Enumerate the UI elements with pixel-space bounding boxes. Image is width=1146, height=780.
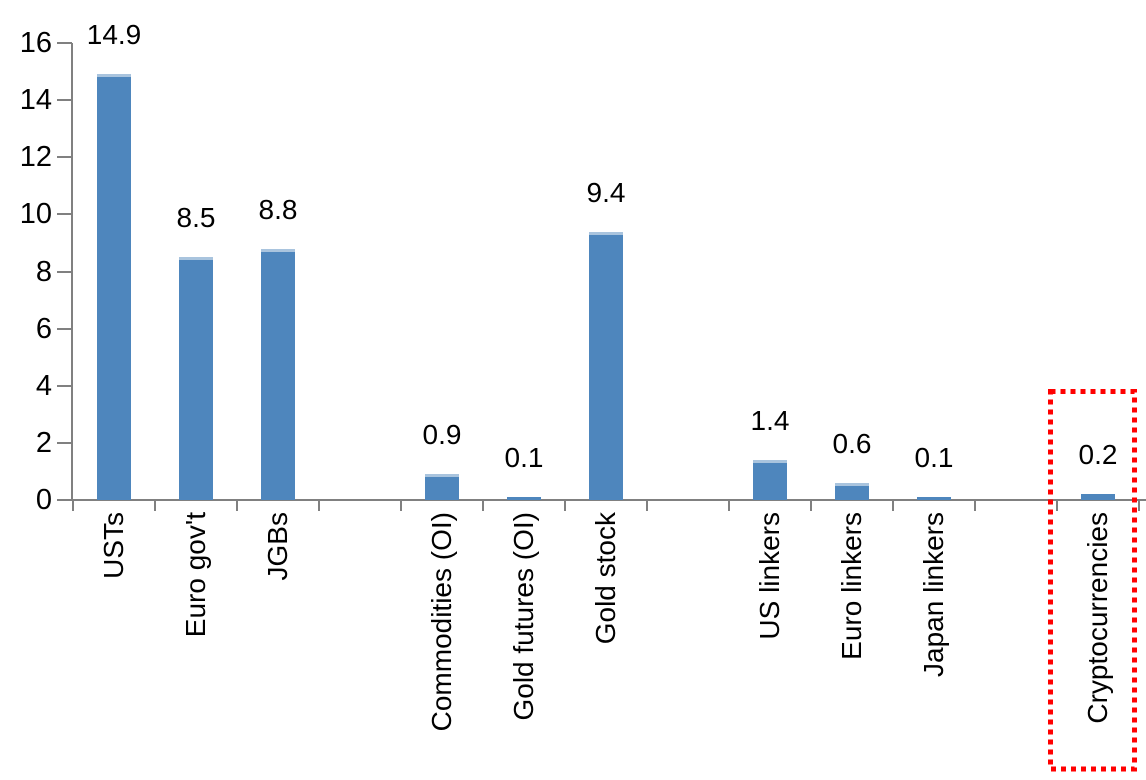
y-tick-label: 6 bbox=[35, 312, 52, 345]
x-axis-line bbox=[71, 499, 1146, 501]
y-tick-label: 8 bbox=[35, 255, 52, 288]
bar-us-linkers bbox=[753, 460, 787, 500]
x-tick bbox=[236, 501, 238, 511]
x-tick bbox=[646, 501, 648, 511]
bar-value-label: 9.4 bbox=[586, 177, 626, 208]
bar-euro-linkers bbox=[835, 483, 869, 500]
y-tick bbox=[57, 42, 72, 44]
bar-euro-gov-t bbox=[179, 257, 213, 500]
category-label-gold-futures-oi: Gold futures (OI) bbox=[508, 512, 539, 721]
bar-value-label: 0.6 bbox=[832, 428, 872, 459]
x-tick bbox=[810, 501, 812, 511]
x-tick bbox=[318, 501, 320, 511]
category-label-usts: USTs bbox=[98, 512, 129, 579]
bar-japan-linkers bbox=[917, 497, 951, 500]
category-label-euro-linkers: Euro linkers bbox=[836, 512, 867, 660]
bar-value-label: 1.4 bbox=[750, 405, 790, 436]
y-tick bbox=[57, 156, 72, 159]
bar-value-label: 0.1 bbox=[504, 442, 544, 473]
bar-cryptocurrencies bbox=[1081, 494, 1115, 500]
category-label-japan-linkers: Japan linkers bbox=[918, 512, 949, 677]
x-tick bbox=[154, 501, 156, 511]
y-tick-label: 4 bbox=[35, 369, 52, 402]
bar-usts bbox=[97, 74, 131, 500]
bar-jgbs bbox=[261, 249, 295, 500]
x-tick bbox=[482, 501, 484, 511]
y-axis-line bbox=[71, 43, 73, 500]
x-tick bbox=[728, 501, 730, 511]
bar-commodities-oi bbox=[425, 474, 459, 500]
x-tick bbox=[974, 501, 976, 511]
y-tick bbox=[57, 499, 72, 501]
x-tick bbox=[72, 501, 74, 511]
bar-gold-stock bbox=[589, 232, 623, 500]
y-tick-label: 14 bbox=[19, 84, 52, 117]
bar-value-label: 0.9 bbox=[422, 419, 462, 450]
y-tick bbox=[57, 213, 72, 216]
category-label-gold-stock: Gold stock bbox=[590, 512, 621, 645]
x-tick bbox=[564, 501, 566, 511]
y-tick-label: 16 bbox=[19, 27, 52, 59]
x-tick bbox=[892, 501, 894, 511]
y-tick-label: 2 bbox=[35, 426, 52, 459]
x-tick bbox=[400, 501, 402, 511]
category-label-cryptocurrencies: Cryptocurrencies bbox=[1082, 512, 1113, 724]
x-tick bbox=[1056, 501, 1058, 511]
bar-value-label: 8.5 bbox=[176, 202, 216, 233]
y-tick bbox=[57, 99, 72, 102]
y-tick bbox=[57, 327, 72, 330]
category-label-jgbs: JGBs bbox=[262, 512, 293, 581]
bar-value-label: 14.9 bbox=[86, 19, 142, 50]
category-label-euro-gov-t: Euro gov't bbox=[180, 512, 211, 638]
bar-value-label: 0.2 bbox=[1078, 439, 1118, 470]
bar-gold-futures-oi bbox=[507, 497, 541, 500]
bar-value-label: 0.1 bbox=[914, 442, 954, 473]
category-label-commodities-oi: Commodities (OI) bbox=[426, 512, 457, 732]
y-tick bbox=[57, 270, 72, 273]
y-tick-label: 0 bbox=[35, 484, 52, 516]
y-tick bbox=[57, 384, 72, 387]
category-label-us-linkers: US linkers bbox=[754, 512, 785, 640]
x-tick bbox=[1138, 501, 1140, 511]
bar-value-label: 8.8 bbox=[258, 194, 298, 225]
y-tick-label: 12 bbox=[19, 141, 52, 174]
y-tick-label: 10 bbox=[19, 198, 52, 231]
y-tick bbox=[57, 441, 72, 444]
